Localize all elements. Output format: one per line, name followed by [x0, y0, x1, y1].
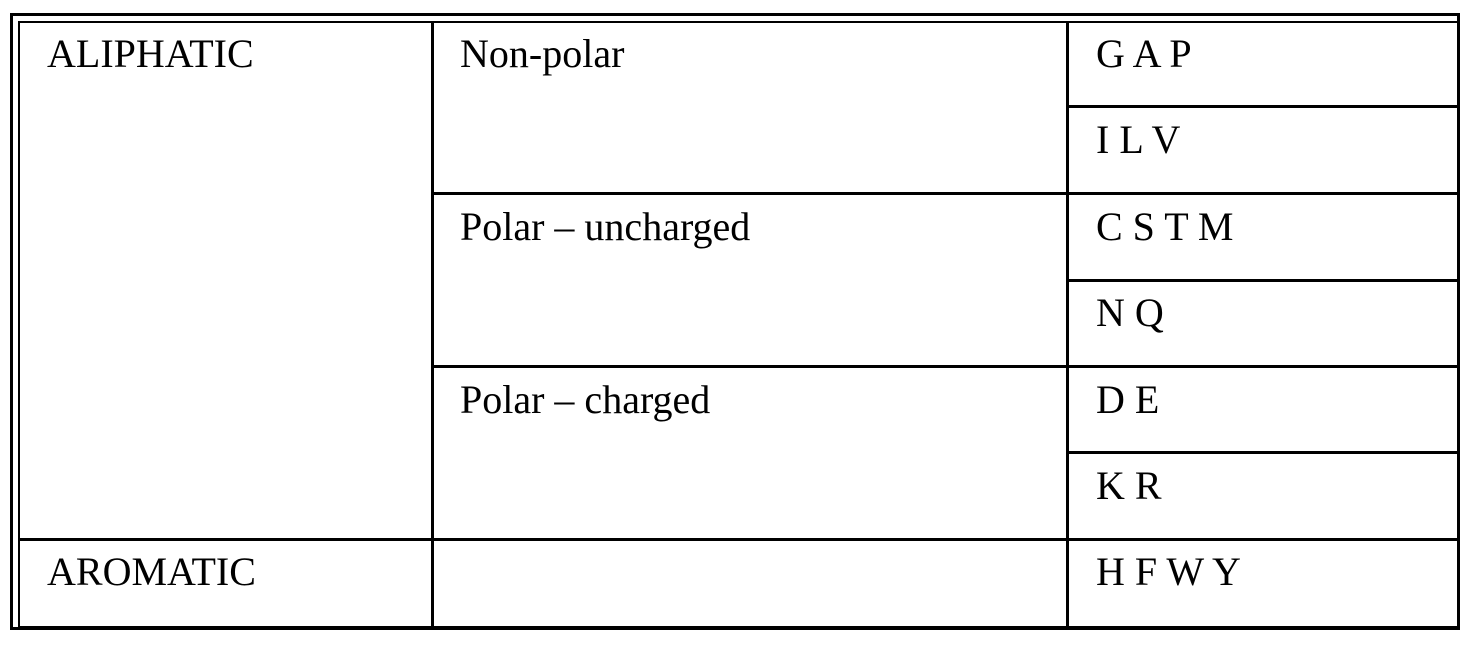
row-divider	[431, 365, 1459, 368]
row-divider	[1066, 279, 1459, 282]
row-divider	[1066, 105, 1459, 108]
row-divider	[18, 538, 1459, 541]
subcategory-non-polar: Non-polar	[460, 34, 624, 74]
residues-cell: D E	[1096, 380, 1159, 420]
residues-cell: C S T M	[1096, 207, 1233, 247]
category-aliphatic: ALIPHATIC	[47, 34, 254, 74]
residues-cell: N Q	[1096, 293, 1164, 333]
subcategory-polar-charged: Polar – charged	[460, 380, 710, 420]
row-divider	[431, 192, 1459, 195]
row-divider	[1066, 451, 1459, 454]
subcategory-polar-uncharged: Polar – uncharged	[460, 207, 750, 247]
residues-cell: K R	[1096, 466, 1162, 506]
residues-cell: G A P	[1096, 34, 1192, 74]
residues-cell: H F W Y	[1096, 552, 1241, 592]
residues-cell: I L V	[1096, 120, 1180, 160]
category-aromatic: AROMATIC	[47, 552, 256, 592]
column-divider	[431, 21, 434, 628]
column-divider	[1066, 21, 1069, 628]
table-inner-border	[18, 21, 1459, 628]
